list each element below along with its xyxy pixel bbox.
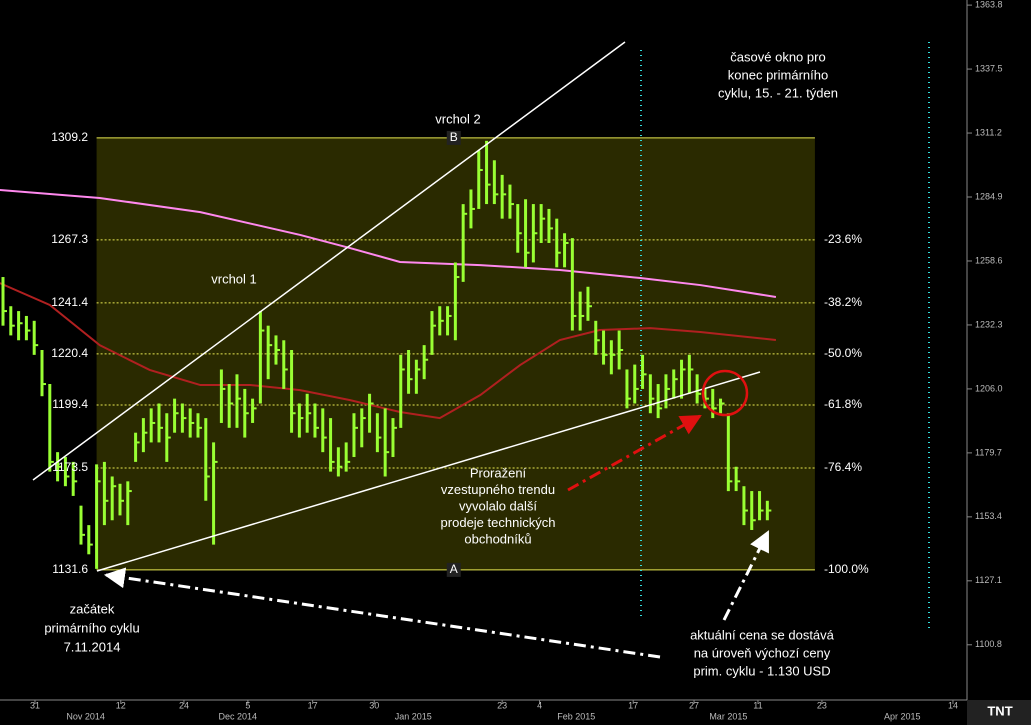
x-tick-label: 11 [753,700,762,710]
x-tick-label: 23 [817,700,827,710]
annotation: cyklu, 15. - 21. týden [718,85,838,100]
arrow [103,567,661,659]
y-tick-label: 1100.8 [975,639,1002,649]
fib-percent-label: -38.2% [824,295,862,309]
logo: TNT [987,703,1012,718]
annotation: vzestupného trendu [441,482,555,497]
month-label: Apr 2015 [884,711,921,721]
y-tick-label: 1179.7 [975,447,1002,457]
annotation: aktuální cena se dostává [690,627,835,642]
fib-price-label: 1220.4 [51,346,88,360]
arrow [722,530,770,621]
annotation: 7.11.2014 [64,639,121,654]
fib-price-label: 1267.3 [51,232,88,246]
x-tick-label: 23 [497,700,507,710]
fib-percent-label: -61.8% [824,397,862,411]
y-tick-label: 1232.3 [975,319,1003,329]
x-tick-label: 30 [369,700,379,710]
fib-percent-label: -23.6% [824,232,862,246]
fib-area [96,137,815,570]
y-tick-label: 1127.1 [975,575,1002,585]
x-tick-label: 17 [308,700,318,710]
annotation: začátek [70,601,115,616]
annotation: vrchol 2 [435,111,481,126]
arrow [567,414,702,492]
logo-box [967,700,1031,725]
fib-percent-label: -76.4% [824,460,862,474]
x-tick-label: 27 [689,700,699,710]
y-tick-label: 1363.8 [975,0,1003,9]
x-tick-label: 17 [628,700,638,710]
fib-price-label: 1131.6 [52,562,88,576]
fib-bottom-label: A [450,562,458,576]
annotation: konec primárního [728,67,828,82]
y-tick-label: 1153.4 [975,511,1002,521]
annotation: prodeje technických [441,515,556,530]
trend-line [96,371,761,572]
fib-top-label: B [450,130,458,144]
month-label: Nov 2014 [66,711,105,721]
trend-line [32,41,626,481]
fib-percent-label: -100.0% [824,562,869,576]
y-tick-label: 1258.6 [975,255,1003,265]
month-label: Dec 2014 [218,711,257,721]
x-tick-label: 31 [30,700,40,710]
month-label: Feb 2015 [557,711,595,721]
annotation: obchodníků [464,531,531,546]
x-tick-label: 24 [179,700,189,710]
annotation: prim. cyklu - 1.130 USD [693,663,830,678]
x-tick-label: 12 [116,700,126,710]
annotation: Proražení [470,465,527,480]
y-tick-label: 1311.2 [975,127,1002,137]
annotation: na úroveň výchozí ceny [694,645,831,660]
annotation: vyvolalo další [459,498,537,513]
y-tick-label: 1206.0 [975,383,1003,393]
x-tick-label: 5 [245,700,250,710]
annotation: vrchol 1 [211,271,257,286]
label-box [446,130,461,145]
fib-percent-label: -50.0% [824,346,862,360]
month-label: Mar 2015 [709,711,747,721]
y-tick-label: 1337.5 [975,63,1003,73]
fib-price-label: 1241.4 [51,295,88,309]
fib-price-label: 1309.2 [51,130,88,144]
annotation: časové okno pro [730,49,825,64]
x-tick-label: 4 [537,700,542,710]
label-box [446,562,461,577]
x-tick-label: 14 [948,700,958,710]
break-circle [701,369,749,417]
annotation: primárního cyklu [44,620,139,635]
fib-price-label: 1199.4 [52,397,88,411]
moving-average [0,188,777,298]
y-tick-label: 1284.9 [975,191,1003,201]
month-label: Jan 2015 [395,711,432,721]
fib-price-label: 1173.5 [52,460,88,474]
